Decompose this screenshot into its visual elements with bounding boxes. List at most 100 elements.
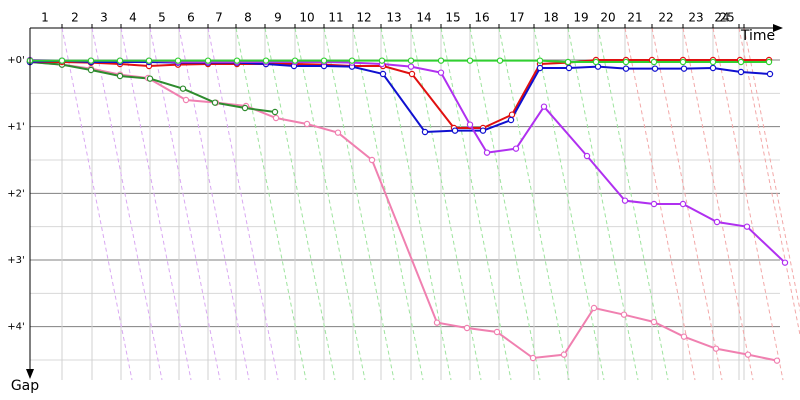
x-tick-label: 1 <box>41 11 49 25</box>
series-point <box>379 70 387 78</box>
series-point <box>512 145 520 152</box>
x-tick-label: 6 <box>187 11 195 25</box>
series-point <box>744 351 752 358</box>
lap-line <box>61 27 133 381</box>
series-point <box>483 149 491 156</box>
x-tick-label: 7 <box>215 11 223 25</box>
series-point <box>348 57 356 64</box>
lap-line <box>567 27 639 381</box>
series-point <box>204 57 212 64</box>
lap-line <box>91 27 163 381</box>
series-point <box>529 354 537 362</box>
lap-line <box>498 27 570 381</box>
series-point <box>536 57 544 64</box>
series-point <box>737 68 745 76</box>
x-tick-label: 13 <box>386 11 401 25</box>
series-point <box>536 64 544 72</box>
x-tick-label: 5 <box>158 11 166 25</box>
series-point <box>407 63 415 70</box>
x-tick-label: 2 <box>71 11 79 25</box>
series-point <box>182 96 190 104</box>
x-tick-label: 19 <box>573 11 588 25</box>
y-tick-label: +2' <box>7 188 25 199</box>
y-tick-label: +0' <box>7 55 25 66</box>
lap-line <box>440 27 512 381</box>
x-tick-label: 14 <box>416 11 431 25</box>
series-point <box>680 65 688 72</box>
series-point <box>233 57 241 64</box>
lap-line <box>323 27 395 381</box>
series-line <box>30 59 769 129</box>
x-tick-label: 23 <box>688 11 703 25</box>
lap-line <box>597 27 669 381</box>
series-points <box>26 56 789 364</box>
series-point <box>737 58 745 66</box>
y-tick-label: +4' <box>7 322 25 333</box>
series-point <box>437 69 445 76</box>
x-tick-label: 16 <box>474 11 489 25</box>
series-point <box>303 120 311 128</box>
series-point <box>496 57 504 64</box>
series-point <box>680 333 688 340</box>
series-point <box>145 57 153 64</box>
series-point <box>507 116 515 124</box>
x-tick-label: 17 <box>509 11 524 25</box>
series-point <box>743 223 751 230</box>
series-point <box>241 104 249 112</box>
lap-line <box>207 27 279 381</box>
lap-line <box>682 27 754 381</box>
series-line <box>30 59 769 63</box>
series-point <box>651 65 659 72</box>
lap-lines <box>61 27 800 381</box>
series-point <box>179 85 187 92</box>
lap-line <box>469 27 541 381</box>
series-point <box>334 129 342 136</box>
y-axis-title: Gap <box>11 378 39 394</box>
series-point <box>773 357 781 364</box>
series-point <box>116 72 124 80</box>
x-tick-label: 3 <box>100 11 108 25</box>
series-point <box>479 127 487 134</box>
y-tick-label: +3' <box>7 255 25 266</box>
series-point <box>407 57 415 64</box>
series-point <box>378 57 386 64</box>
series-point <box>272 114 280 122</box>
x-tick-label: 24 <box>714 11 729 25</box>
series-point <box>211 99 219 106</box>
series-line <box>29 61 778 362</box>
x-tick-label: 10 <box>299 11 314 25</box>
x-tick-label: 21 <box>627 11 642 25</box>
series-point <box>766 70 774 78</box>
series-point <box>564 58 572 66</box>
x-tick-label: 4 <box>129 11 137 25</box>
series-point <box>765 58 773 66</box>
series-point <box>116 57 124 64</box>
y-tick-label: +1' <box>7 122 25 133</box>
series-point <box>58 57 66 64</box>
series-point <box>583 152 591 160</box>
series-point <box>174 57 182 64</box>
x-tick-label: 20 <box>600 11 615 25</box>
lap-line <box>178 27 250 381</box>
lap-line <box>533 27 605 381</box>
series-point <box>712 345 720 352</box>
lap-line <box>294 27 366 381</box>
lap-line <box>149 27 221 381</box>
axes: Time Gap <box>11 24 783 394</box>
series-point <box>437 57 445 64</box>
series-point <box>650 200 658 208</box>
lap-line <box>352 27 424 381</box>
series-point <box>650 318 658 326</box>
series-point <box>540 103 548 110</box>
lap-line <box>738 27 800 338</box>
series-point <box>320 57 328 64</box>
series-point <box>565 64 573 72</box>
series-point <box>560 351 568 358</box>
series-point <box>87 57 95 64</box>
series-point <box>271 108 279 116</box>
x-tick-label: 15 <box>445 11 460 25</box>
lap-line <box>624 27 696 381</box>
series-point <box>713 218 721 226</box>
series-point <box>709 64 717 72</box>
